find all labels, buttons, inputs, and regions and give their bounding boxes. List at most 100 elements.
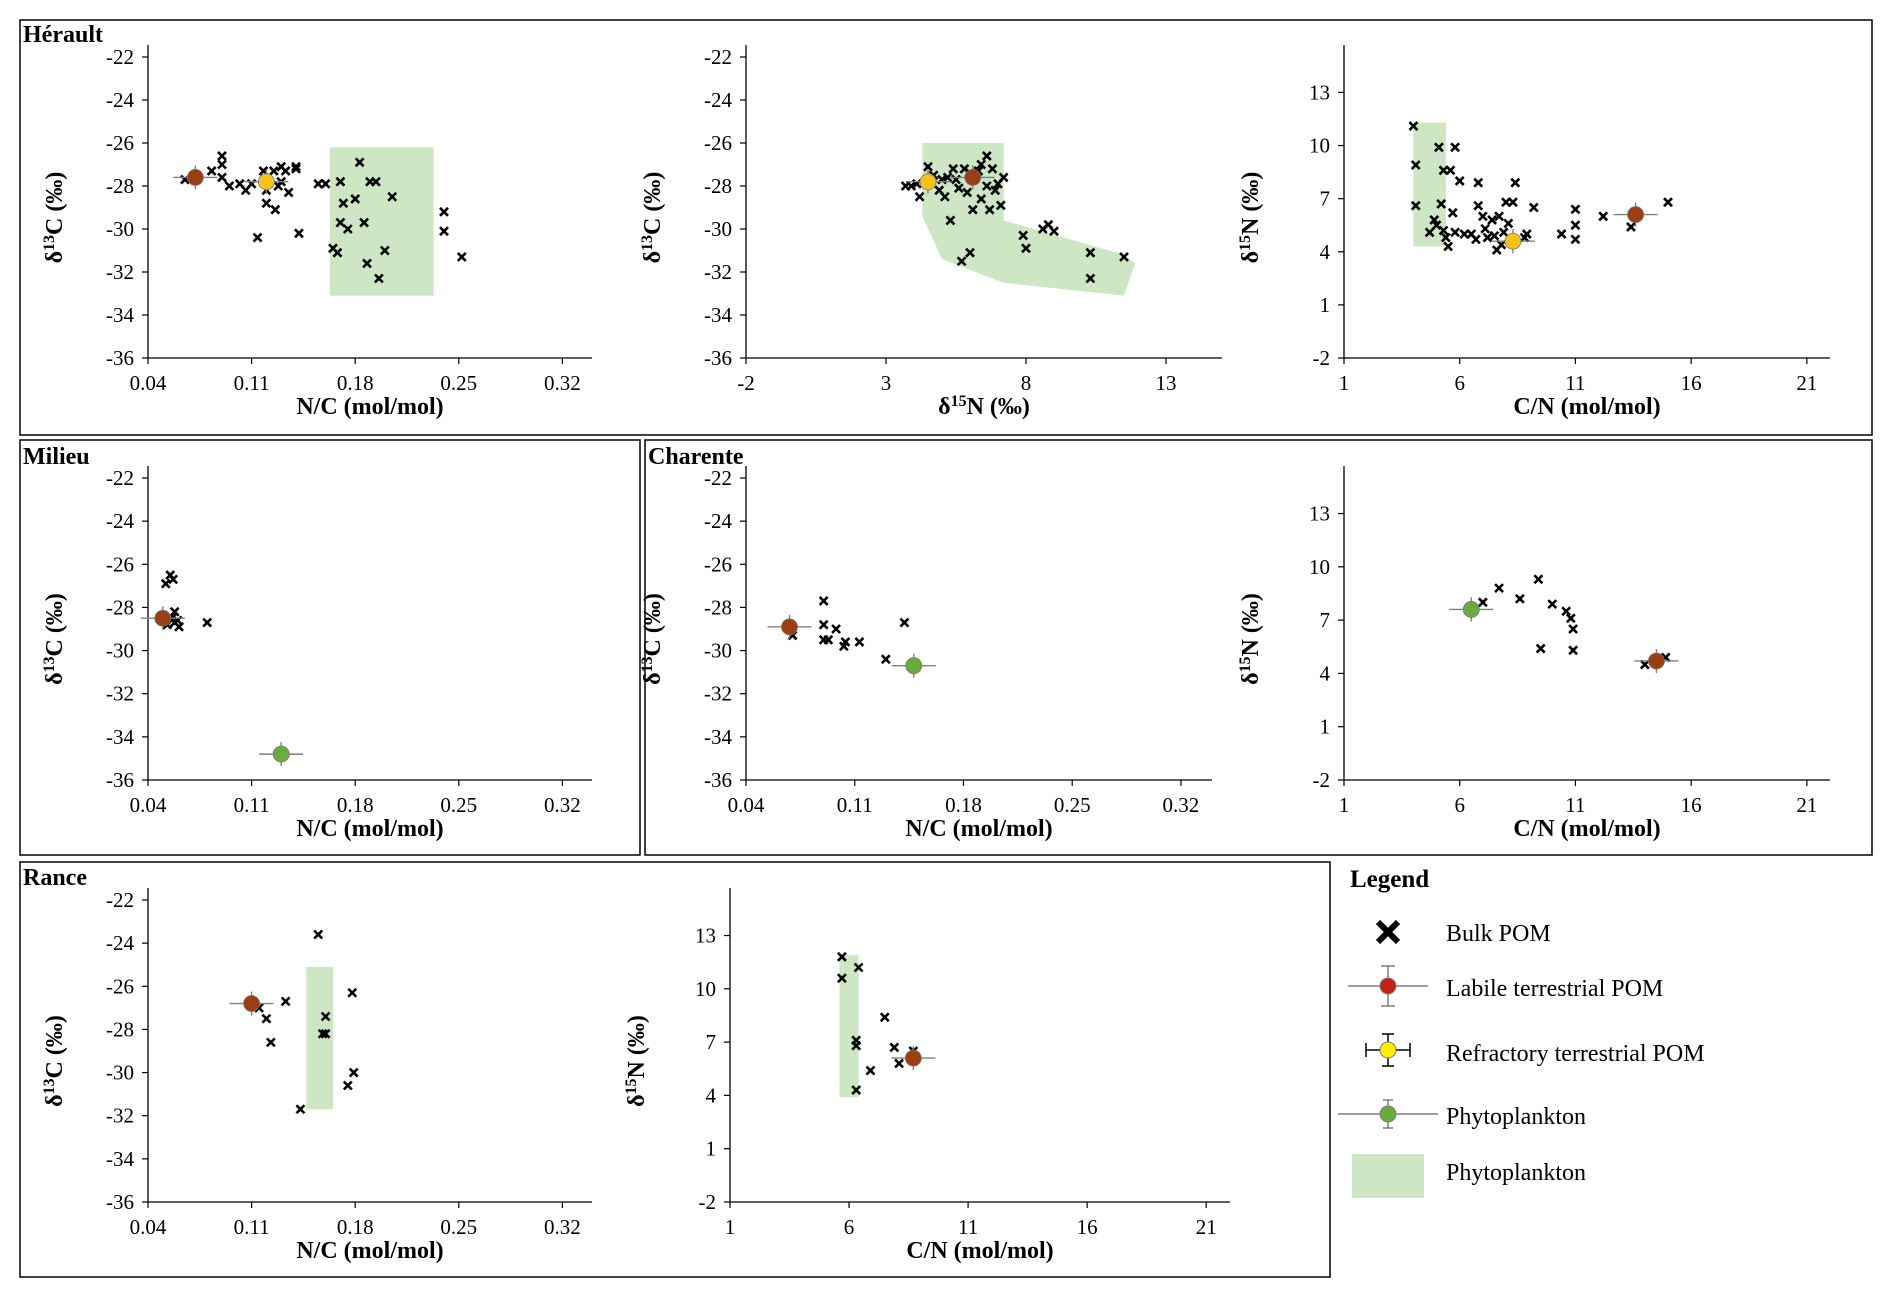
bulk-pom-point — [1450, 227, 1461, 238]
x-tick-label: 8 — [1021, 371, 1032, 395]
legend-item-refractory: Refractory terrestrial POM — [1446, 1041, 1705, 1067]
y-tick-label: -32 — [106, 682, 134, 706]
y-tick-label: -34 — [106, 303, 134, 327]
y-tick-label: -36 — [106, 346, 134, 370]
bulk-pom-point — [280, 166, 291, 176]
x-axis-title: C/N (mol/mol) — [1513, 816, 1660, 842]
y-tick-label: 13 — [1309, 502, 1330, 526]
y-axis-title: δ15N (‰) — [1237, 172, 1265, 264]
bulk-pom-point — [923, 161, 933, 172]
bulk-pom-point — [953, 183, 964, 194]
bulk-pom-point — [981, 150, 992, 161]
bulk-pom-point — [1443, 241, 1454, 252]
x-tick-label: 6 — [844, 1215, 855, 1239]
bulk-pom-point — [840, 637, 851, 647]
bulk-pom-point — [1436, 199, 1447, 209]
bulk-pom-point — [853, 962, 864, 973]
bulk-pom-point — [1477, 597, 1488, 608]
x-tick-label: 21 — [1796, 793, 1817, 817]
legend-item-bulk: Bulk POM — [1446, 921, 1551, 947]
bulk-pom-point — [174, 621, 184, 632]
y-tick-label: -32 — [106, 1104, 134, 1128]
y-tick-label: -36 — [106, 768, 134, 792]
labile-terrestrial-pom-point — [1648, 652, 1665, 670]
x-tick-label: 0.25 — [440, 371, 477, 395]
y-axis-title: δ15N (‰) — [623, 1015, 651, 1107]
y-tick-label: -34 — [704, 303, 732, 327]
x-tick-label: 1 — [1339, 371, 1350, 395]
y-tick-label: 1 — [1320, 293, 1331, 317]
bulk-pom-point — [1533, 574, 1544, 585]
x-axis-title: C/N (mol/mol) — [1513, 394, 1660, 420]
x-tick-label: 0.25 — [1054, 793, 1091, 817]
bulk-pom-point — [1445, 165, 1456, 176]
bulk-pom-point — [1119, 252, 1129, 262]
bulk-pom-point — [217, 172, 227, 183]
bulk-pom-point — [1494, 583, 1504, 594]
x-tick-label: 0.32 — [544, 1215, 581, 1239]
labile-terrestrial-pom-point — [243, 995, 261, 1012]
refractory-terrestrial-pom-point — [919, 173, 937, 191]
x-axis-title: N/C (mol/mol) — [905, 816, 1052, 842]
bulk-pom-point — [265, 1037, 276, 1048]
legend-item-phyto-band: Phytoplankton — [1446, 1160, 1586, 1186]
legend-title: Legend — [1350, 866, 1429, 893]
y-tick-label: -28 — [106, 595, 134, 619]
y-tick-label: -24 — [106, 88, 134, 112]
x-tick-label: 0.11 — [234, 1215, 270, 1239]
bulk-pom-point — [224, 181, 235, 191]
x-axis-title: C/N (mol/mol) — [906, 1238, 1053, 1264]
refractory-terrestrial-pom-point — [1504, 232, 1522, 250]
legend-item-labile: Labile terrestrial POM — [1446, 976, 1663, 1002]
x-tick-label: 6 — [1454, 371, 1465, 395]
bulk-pom-point — [359, 217, 369, 228]
y-tick-label: -2 — [699, 1190, 717, 1214]
y-tick-label: -26 — [704, 552, 732, 576]
bulk-pom-point — [1450, 142, 1461, 153]
bulk-pom-point — [899, 617, 910, 628]
bulk-pom-point — [291, 163, 301, 174]
x-tick-label: 21 — [1196, 1215, 1217, 1239]
y-tick-label: 10 — [1309, 134, 1330, 158]
y-tick-label: 4 — [706, 1083, 717, 1107]
bulk-pom-point — [261, 198, 272, 209]
y-tick-label: -22 — [106, 888, 134, 912]
y-tick-label: -34 — [106, 1147, 134, 1171]
x-tick-label: 0.32 — [544, 371, 581, 395]
x-tick-label: 0.18 — [337, 371, 374, 395]
y-tick-label: -30 — [106, 639, 134, 663]
bulk-pom-point — [270, 204, 281, 215]
bulk-pom-point — [1440, 232, 1451, 243]
x-tick-label: 11 — [1565, 371, 1585, 395]
bulk-pom-point — [836, 951, 847, 962]
bulk-pom-point — [1085, 273, 1096, 284]
bulk-pom-point — [1503, 218, 1514, 229]
bulk-pom-point — [995, 200, 1006, 211]
bulk-pom-point — [1508, 197, 1518, 208]
bulk-pom-point — [1408, 121, 1419, 131]
bulk-pom-point — [1424, 227, 1435, 238]
x-tick-label: 13 — [1156, 371, 1177, 395]
bulk-pom-point — [348, 1067, 359, 1078]
bulk-pom-point — [439, 206, 449, 217]
bulk-pom-point — [169, 606, 180, 617]
bulk-pom-point — [335, 217, 346, 228]
bulk-pom-point — [1568, 624, 1579, 634]
legend-phyto-band-marker — [1352, 1154, 1424, 1198]
bulk-pom-point — [914, 191, 925, 202]
y-tick-label: 10 — [1309, 555, 1330, 579]
bulk-pom-point — [942, 172, 953, 183]
y-axis-title: δ13C (‰) — [639, 172, 667, 264]
bulk-pom-point — [1473, 177, 1484, 188]
labile-terrestrial-pom-point — [186, 168, 204, 186]
phytoplankton-point — [905, 657, 923, 675]
x-tick-label: 0.25 — [440, 1215, 477, 1239]
y-tick-label: -30 — [106, 1061, 134, 1085]
y-tick-label: 10 — [695, 977, 716, 1001]
x-tick-label: 0.11 — [234, 793, 270, 817]
bulk-pom-point — [851, 1085, 862, 1095]
bulk-pom-point — [1438, 225, 1449, 236]
labile-terrestrial-pom-point — [781, 618, 798, 636]
bulk-pom-point — [379, 245, 390, 256]
